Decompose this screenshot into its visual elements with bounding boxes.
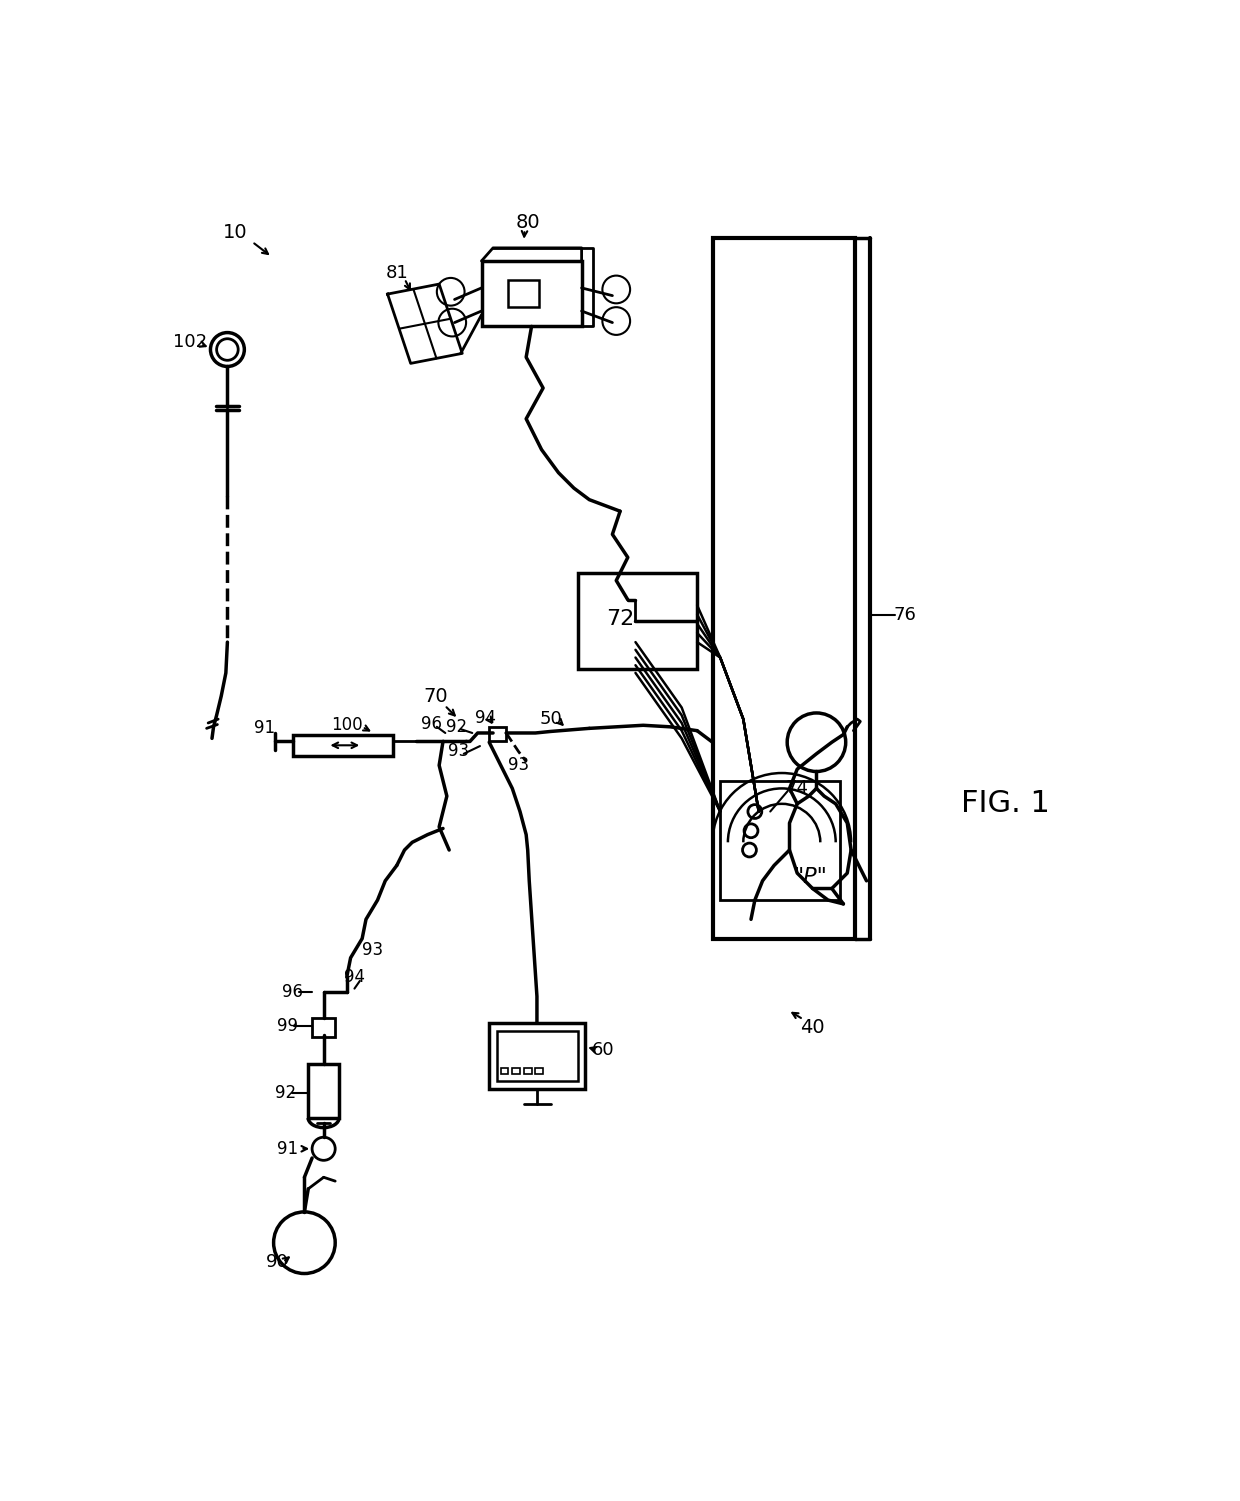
Text: 96: 96 bbox=[420, 714, 441, 732]
Text: 93: 93 bbox=[508, 757, 529, 775]
Bar bbox=[481, 261, 582, 326]
Text: 50: 50 bbox=[539, 710, 562, 728]
Bar bbox=[536, 1067, 543, 1075]
Bar bbox=[490, 726, 506, 740]
Text: FIG. 1: FIG. 1 bbox=[961, 790, 1049, 818]
Text: 91: 91 bbox=[277, 1139, 298, 1157]
Text: "P": "P" bbox=[794, 868, 828, 887]
Bar bbox=[523, 1067, 532, 1075]
Text: 91: 91 bbox=[254, 719, 275, 737]
Bar bbox=[497, 1031, 578, 1081]
Text: 93: 93 bbox=[448, 743, 469, 761]
Text: 10: 10 bbox=[223, 224, 248, 242]
Text: 100: 100 bbox=[331, 716, 362, 734]
Text: 80: 80 bbox=[516, 213, 539, 233]
Bar bbox=[293, 734, 393, 757]
Text: 74: 74 bbox=[786, 779, 808, 797]
Text: 60: 60 bbox=[591, 1042, 615, 1060]
Bar bbox=[578, 573, 697, 669]
Bar bbox=[312, 1018, 335, 1037]
Text: 99: 99 bbox=[277, 1016, 298, 1034]
Text: 92: 92 bbox=[446, 717, 467, 735]
Text: 94: 94 bbox=[343, 968, 365, 986]
Text: 93: 93 bbox=[362, 941, 383, 959]
Text: 72: 72 bbox=[606, 609, 634, 629]
Text: 81: 81 bbox=[386, 264, 408, 282]
Text: 76: 76 bbox=[894, 606, 916, 624]
Bar bbox=[512, 1067, 520, 1075]
Bar bbox=[508, 281, 539, 308]
Text: 90: 90 bbox=[267, 1253, 289, 1271]
Bar bbox=[501, 1067, 508, 1075]
Text: 40: 40 bbox=[800, 1018, 825, 1037]
Bar bbox=[720, 781, 839, 901]
Text: 94: 94 bbox=[475, 708, 496, 726]
Text: 70: 70 bbox=[423, 686, 448, 705]
Text: 92: 92 bbox=[274, 1084, 295, 1102]
Bar bbox=[490, 1024, 585, 1088]
Text: 96: 96 bbox=[283, 983, 304, 1001]
Bar bbox=[309, 1064, 339, 1118]
Bar bbox=[713, 237, 854, 938]
Text: 102: 102 bbox=[174, 333, 207, 351]
